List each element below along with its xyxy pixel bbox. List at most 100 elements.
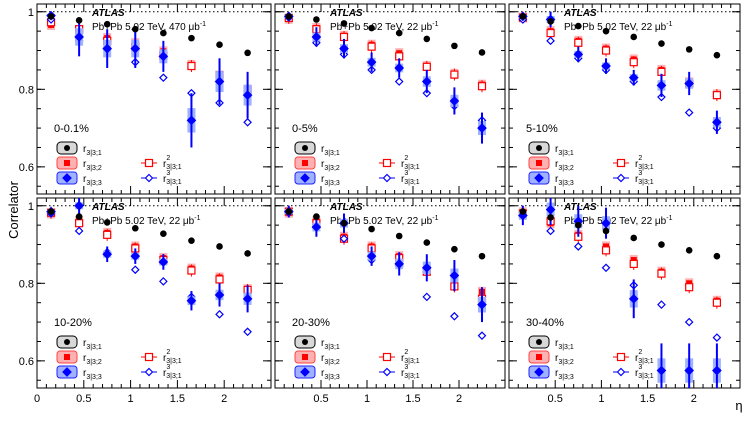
- legend-subscript: 3|3;1: [166, 164, 182, 171]
- legend-r331-marker: [536, 339, 542, 345]
- centrality-label: 0-5%: [292, 123, 318, 135]
- panel-frame: [274, 197, 506, 389]
- r333-point: [477, 123, 487, 133]
- legend-r333-marker: [62, 173, 72, 183]
- r331-point: [423, 239, 431, 246]
- r333-point: [394, 259, 405, 269]
- r333-point: [601, 61, 611, 71]
- legend-r333-label: r3|3;3: [555, 174, 574, 187]
- legend-subscript: 3|3;1: [558, 344, 574, 351]
- legend-r332-marker: [536, 160, 542, 166]
- legend-subscript: 3|3;2: [558, 165, 574, 172]
- centrality-label: 30-40%: [526, 317, 564, 329]
- r331-point: [478, 252, 486, 260]
- system-label: Pb+Pb 5.02 TeV, 470 μb-1: [92, 21, 206, 33]
- legend-superscript: 2: [638, 155, 642, 162]
- r333-point: [449, 96, 460, 106]
- legend-r332-marker: [64, 160, 70, 166]
- panel-30-40%: 0.5 1 1.5 2 ATLAS Pb+Pb 5.02 TeV, 22 μb-1 30-4…: [508, 197, 741, 405]
- r331-point: [244, 49, 251, 57]
- r2-point: [629, 259, 638, 269]
- legend-superscript: 2: [404, 155, 408, 162]
- y-tick-label: 0.6: [19, 356, 34, 368]
- r331-point: [630, 33, 638, 41]
- legend-subscript: 3|3;2: [324, 359, 340, 366]
- legend-r331-label: r3|3;1: [321, 144, 340, 157]
- r331-point: [75, 213, 83, 220]
- r331-point: [713, 252, 721, 260]
- legend-r3-marker: [616, 367, 626, 377]
- legend-r332-label: r3|3;2: [83, 353, 102, 366]
- system-label: Pb+Pb 5.02 TeV, 22 μb-1: [564, 21, 673, 33]
- legend-subscript: 3|3;1: [86, 344, 102, 351]
- centrality-label: 5-10%: [526, 123, 558, 135]
- legend-r332-label: r3|3;2: [83, 159, 102, 172]
- r333-point: [628, 72, 639, 83]
- legend-subscript: 3|3;1: [638, 164, 654, 171]
- r333-point: [684, 78, 695, 89]
- r331-point: [602, 227, 610, 235]
- r331-point: [216, 243, 223, 250]
- r3-point: [546, 226, 555, 236]
- legend-subscript: 3|3;1: [558, 150, 574, 157]
- legend-subscript: 3|3;3: [324, 180, 340, 187]
- legend-r2-marker: [382, 158, 392, 168]
- r331-point: [75, 16, 83, 24]
- legend-r2-label: r2 3|3;1: [401, 349, 420, 365]
- r333-point: [102, 43, 113, 54]
- legend-r3-marker: [144, 367, 154, 377]
- r333-point: [74, 200, 84, 211]
- r331-point: [313, 213, 320, 220]
- system-label: Pb+Pb 5.02 TeV, 22 μb-1: [330, 215, 439, 227]
- system-label-exponent: -1: [666, 21, 672, 28]
- r3-point: [601, 263, 611, 273]
- y-tick-label: 1: [28, 201, 34, 213]
- r2-point: [215, 275, 224, 284]
- r2-point: [601, 46, 611, 55]
- legend-r332-marker: [64, 354, 70, 360]
- r2-point: [450, 70, 459, 79]
- legend-r2-marker: [382, 352, 392, 362]
- legend-subscript: 3|3;1: [404, 358, 420, 365]
- r2-point: [712, 91, 722, 100]
- atlas-label: ATLAS: [91, 202, 125, 213]
- r331-point: [451, 42, 458, 50]
- x-tick-label: 1: [128, 393, 134, 405]
- r3-point: [243, 117, 252, 127]
- legend-subscript: 3|3;1: [324, 344, 340, 351]
- x-tick-label: 1.5: [170, 393, 185, 405]
- r333-point: [421, 76, 432, 87]
- r2-point: [103, 230, 112, 239]
- legend-superscript: 3: [404, 364, 408, 371]
- legend-r331-label: r3|3;1: [321, 338, 340, 351]
- legend-superscript: 2: [404, 349, 408, 356]
- legend-subscript: 3|3;1: [638, 179, 654, 186]
- legend-subscript: 3|3;2: [558, 359, 574, 366]
- r331-point: [285, 208, 293, 215]
- r333-point: [242, 293, 253, 304]
- legend-r331-label: r3|3;1: [555, 338, 574, 351]
- r331-point: [713, 51, 721, 59]
- r333-point: [130, 43, 141, 54]
- r3-point: [74, 226, 84, 236]
- r331-point: [131, 25, 139, 33]
- r333-point: [394, 63, 405, 73]
- legend-r333-marker: [62, 367, 72, 377]
- legend-r333-label: r3|3;3: [83, 174, 102, 187]
- legend-subscript: 3|3;2: [86, 359, 102, 366]
- centrality-label: 10-20%: [54, 317, 92, 329]
- legend-r331-label: r3|3;1: [83, 144, 102, 157]
- r3-point: [684, 317, 694, 327]
- legend-r333-label: r3|3;3: [555, 368, 574, 381]
- panel-0-0.1%: 0.6 0.8 1 ATLAS Pb+Pb 5.02 TeV, 470 μb-1 0-0.…: [19, 3, 272, 195]
- r331-point: [395, 232, 403, 240]
- legend-subscript: 3|3;3: [558, 374, 574, 381]
- r333-point: [477, 299, 487, 310]
- r331-point: [519, 13, 527, 20]
- r331-point: [478, 49, 486, 56]
- legend-subscript: 3|3;2: [324, 165, 340, 172]
- r333-point: [366, 251, 377, 262]
- r2-point: [546, 28, 555, 38]
- r333-point: [186, 295, 197, 306]
